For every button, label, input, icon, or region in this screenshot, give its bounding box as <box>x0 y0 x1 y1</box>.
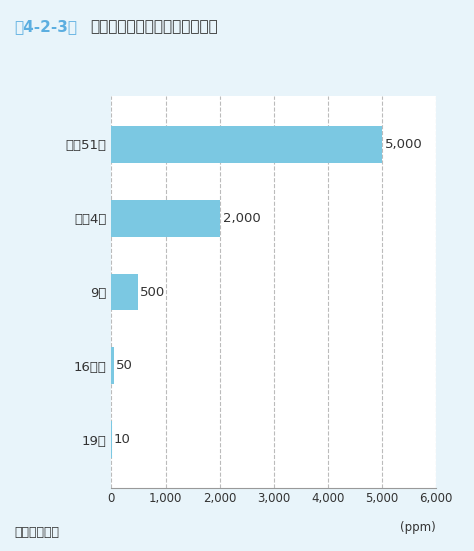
Bar <box>111 126 382 163</box>
Bar <box>111 274 138 310</box>
Bar <box>111 421 112 458</box>
Text: 図4-2-3: 図4-2-3 <box>14 19 77 34</box>
Text: 2,000: 2,000 <box>223 212 261 225</box>
Text: 軽油中の硫黄分規制強化の推移: 軽油中の硫黄分規制強化の推移 <box>90 19 218 34</box>
Bar <box>111 200 219 237</box>
Text: 10: 10 <box>113 433 130 446</box>
Text: 5,000: 5,000 <box>385 138 423 151</box>
Bar <box>111 347 114 384</box>
Text: 資料：環境省: 資料：環境省 <box>14 526 59 539</box>
Text: (ppm): (ppm) <box>401 521 436 534</box>
Text: 50: 50 <box>116 359 132 372</box>
Text: 500: 500 <box>140 285 165 299</box>
